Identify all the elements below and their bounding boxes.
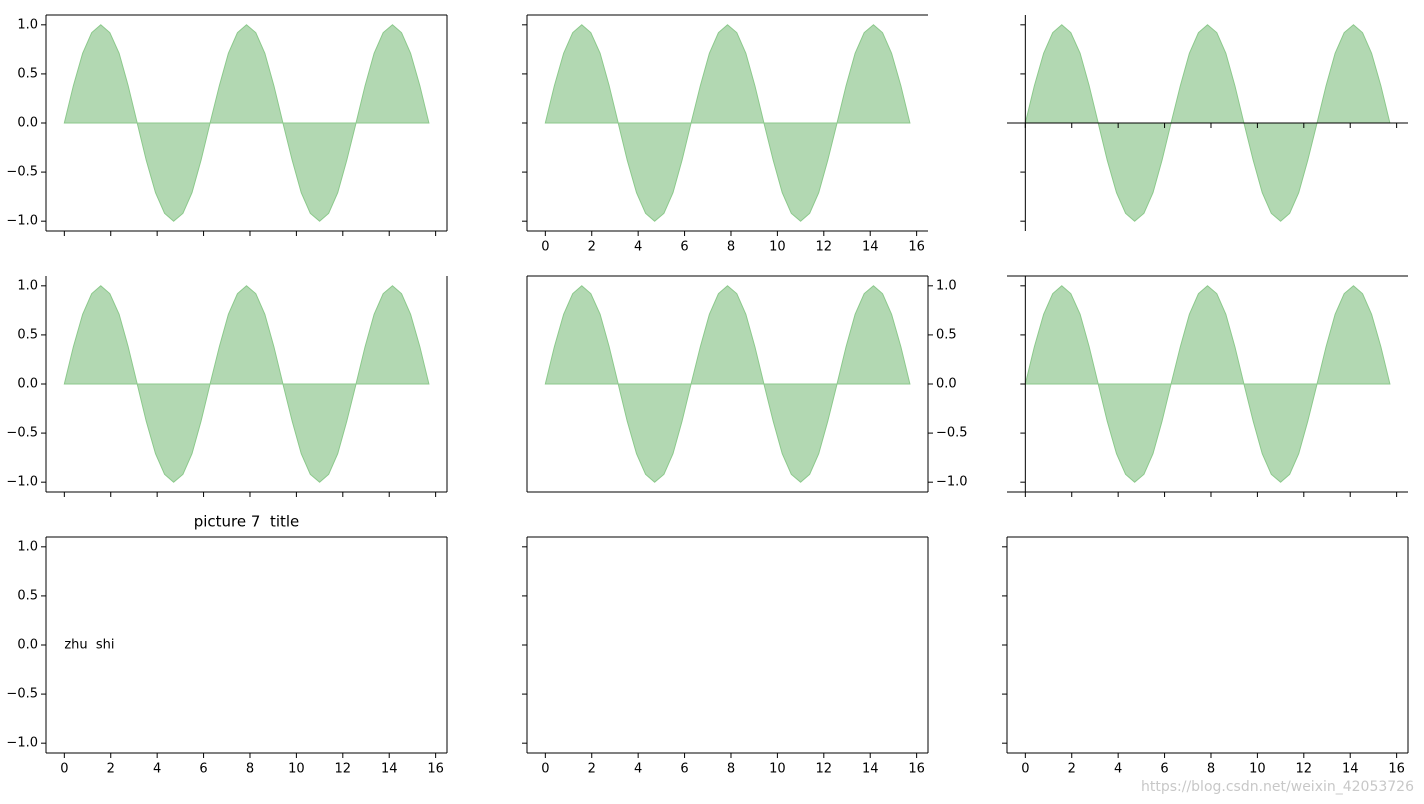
y-tick-label: 0.0 xyxy=(936,377,957,392)
y-tick-label: −0.5 xyxy=(6,687,38,702)
x-tick-label: 12 xyxy=(335,762,352,777)
x-tick-label: 12 xyxy=(816,762,833,777)
y-tick-label: −1.0 xyxy=(6,214,38,229)
x-tick-label: 0 xyxy=(60,762,68,777)
y-tick-label: −1.0 xyxy=(6,736,38,751)
x-tick-label: 10 xyxy=(769,240,786,255)
x-tick-label: 14 xyxy=(862,240,879,255)
x-tick-label: 4 xyxy=(634,762,642,777)
x-tick-label: 10 xyxy=(1249,762,1266,777)
y-tick-label: −0.5 xyxy=(6,426,38,441)
x-tick-label: 16 xyxy=(1388,762,1405,777)
x-tick-label: 2 xyxy=(1068,762,1076,777)
x-tick-label: 2 xyxy=(588,762,596,777)
y-tick-label: 1.0 xyxy=(17,278,38,293)
x-tick-label: 10 xyxy=(288,762,305,777)
x-tick-label: 14 xyxy=(862,762,879,777)
x-tick-label: 6 xyxy=(1160,762,1168,777)
y-tick-label: 0.5 xyxy=(17,327,38,342)
x-tick-label: 12 xyxy=(816,240,833,255)
x-tick-label: 16 xyxy=(908,762,925,777)
y-tick-label: 1.0 xyxy=(17,17,38,32)
area xyxy=(63,24,430,222)
x-tick-label: 4 xyxy=(153,762,161,777)
x-tick-label: 2 xyxy=(107,762,115,777)
y-tick-label: 0.0 xyxy=(17,377,38,392)
y-tick-label: 0.5 xyxy=(17,66,38,81)
y-tick-label: −0.5 xyxy=(936,426,968,441)
x-tick-label: 10 xyxy=(769,762,786,777)
y-tick-label: −1.0 xyxy=(6,475,38,490)
y-tick-label: 0.5 xyxy=(17,588,38,603)
x-tick-label: 0 xyxy=(1021,762,1029,777)
y-tick-label: 1.0 xyxy=(936,278,957,293)
area xyxy=(544,285,911,483)
area xyxy=(1024,285,1391,483)
area xyxy=(544,24,911,222)
x-tick-label: 14 xyxy=(381,762,398,777)
x-tick-label: 6 xyxy=(680,762,688,777)
x-tick-label: 8 xyxy=(727,240,735,255)
x-tick-label: 4 xyxy=(634,240,642,255)
y-tick-label: 0.0 xyxy=(17,116,38,131)
y-tick-label: 0.0 xyxy=(17,638,38,653)
y-tick-label: −0.5 xyxy=(6,165,38,180)
x-tick-label: 2 xyxy=(588,240,596,255)
x-tick-label: 12 xyxy=(1296,762,1313,777)
x-tick-label: 4 xyxy=(1114,762,1122,777)
x-tick-label: 8 xyxy=(727,762,735,777)
watermark: https://blog.csdn.net/weixin_42053726 xyxy=(1141,779,1414,795)
x-tick-label: 16 xyxy=(427,762,444,777)
x-tick-label: 6 xyxy=(199,762,207,777)
x-tick-label: 14 xyxy=(1342,762,1359,777)
annotation: zhu shi xyxy=(64,638,114,653)
x-tick-label: 8 xyxy=(1207,762,1215,777)
y-tick-label: 0.5 xyxy=(936,327,957,342)
area xyxy=(63,285,430,483)
subplot-title: picture 7 title xyxy=(194,513,300,531)
y-tick-label: −1.0 xyxy=(936,475,968,490)
x-tick-label: 0 xyxy=(541,240,549,255)
x-tick-label: 6 xyxy=(680,240,688,255)
x-tick-label: 16 xyxy=(908,240,925,255)
y-tick-label: 1.0 xyxy=(17,539,38,554)
x-tick-label: 8 xyxy=(246,762,254,777)
x-tick-label: 0 xyxy=(541,762,549,777)
area xyxy=(1024,24,1391,222)
